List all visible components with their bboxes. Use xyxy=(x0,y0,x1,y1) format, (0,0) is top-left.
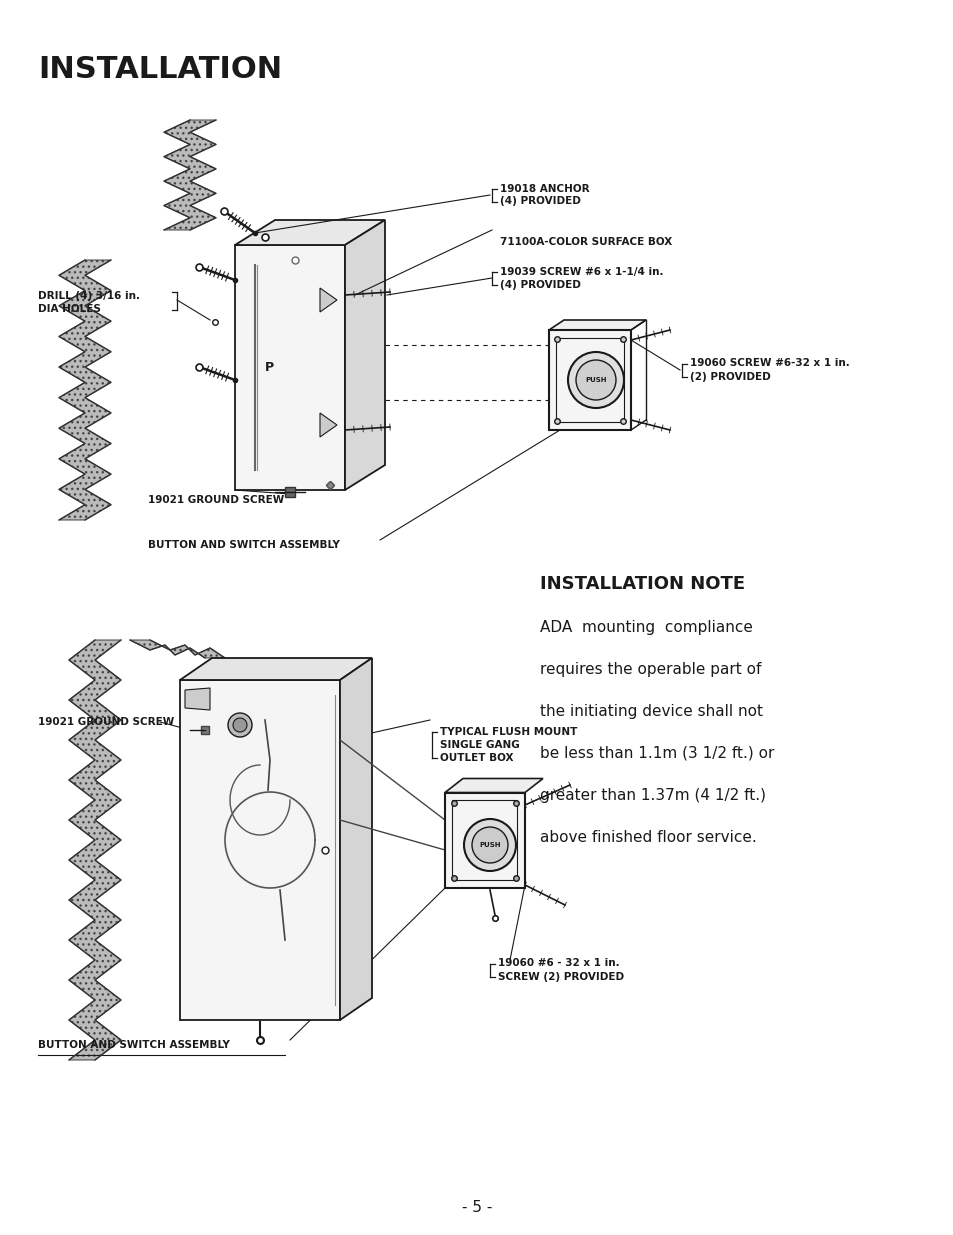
Text: 71100A-COLOR SURFACE BOX: 71100A-COLOR SURFACE BOX xyxy=(499,237,672,247)
Text: above finished floor service.: above finished floor service. xyxy=(539,830,756,845)
Circle shape xyxy=(463,819,516,871)
Text: 19021 GROUND SCREW: 19021 GROUND SCREW xyxy=(148,495,284,505)
Circle shape xyxy=(228,713,252,737)
Polygon shape xyxy=(319,288,336,312)
Text: be less than 1.1m (3 1/2 ft.) or: be less than 1.1m (3 1/2 ft.) or xyxy=(539,746,774,761)
Text: 19018 ANCHOR: 19018 ANCHOR xyxy=(499,184,589,194)
Text: (2) PROVIDED: (2) PROVIDED xyxy=(689,372,770,382)
Text: INSTALLATION: INSTALLATION xyxy=(38,56,282,84)
Polygon shape xyxy=(339,658,372,1020)
Text: (4) PROVIDED: (4) PROVIDED xyxy=(499,279,580,289)
Polygon shape xyxy=(345,220,385,490)
Polygon shape xyxy=(180,680,339,1020)
Circle shape xyxy=(567,352,623,408)
Polygon shape xyxy=(59,261,111,520)
Text: 19021 GROUND SCREW: 19021 GROUND SCREW xyxy=(38,718,174,727)
Text: P: P xyxy=(265,361,274,374)
Text: 19039 SCREW #6 x 1-1/4 in.: 19039 SCREW #6 x 1-1/4 in. xyxy=(499,267,662,277)
Text: requires the operable part of: requires the operable part of xyxy=(539,662,760,677)
Text: ADA  mounting  compliance: ADA mounting compliance xyxy=(539,620,752,635)
Polygon shape xyxy=(548,330,630,430)
Text: 19060 #6 - 32 x 1 in.: 19060 #6 - 32 x 1 in. xyxy=(497,958,619,968)
Circle shape xyxy=(233,718,247,732)
Text: PUSH: PUSH xyxy=(478,842,500,848)
Text: DIA HOLES: DIA HOLES xyxy=(38,304,101,314)
Text: OUTLET BOX: OUTLET BOX xyxy=(439,753,513,763)
Text: BUTTON AND SWITCH ASSEMBLY: BUTTON AND SWITCH ASSEMBLY xyxy=(148,540,339,550)
Text: 19060 SCREW #6-32 x 1 in.: 19060 SCREW #6-32 x 1 in. xyxy=(689,358,849,368)
Text: - 5 -: - 5 - xyxy=(461,1200,492,1215)
Text: the initiating device shall not: the initiating device shall not xyxy=(539,704,762,719)
Polygon shape xyxy=(180,658,372,680)
Text: DRILL (4) 3/16 in.: DRILL (4) 3/16 in. xyxy=(38,291,140,301)
Polygon shape xyxy=(319,412,336,437)
Circle shape xyxy=(576,359,616,400)
Polygon shape xyxy=(130,640,225,658)
Polygon shape xyxy=(185,688,210,710)
Text: greater than 1.37m (4 1/2 ft.): greater than 1.37m (4 1/2 ft.) xyxy=(539,788,765,803)
Polygon shape xyxy=(234,245,345,490)
Polygon shape xyxy=(444,778,542,793)
Polygon shape xyxy=(69,640,121,1060)
Text: (4) PROVIDED: (4) PROVIDED xyxy=(499,196,580,206)
Text: INSTALLATION NOTE: INSTALLATION NOTE xyxy=(539,576,744,593)
Polygon shape xyxy=(234,220,385,245)
Text: TYPICAL FLUSH MOUNT: TYPICAL FLUSH MOUNT xyxy=(439,727,577,737)
Text: SCREW (2) PROVIDED: SCREW (2) PROVIDED xyxy=(497,972,623,982)
Polygon shape xyxy=(164,120,215,230)
Polygon shape xyxy=(444,793,524,888)
Text: BUTTON AND SWITCH ASSEMBLY: BUTTON AND SWITCH ASSEMBLY xyxy=(38,1040,230,1050)
Text: PUSH: PUSH xyxy=(584,377,606,383)
Circle shape xyxy=(472,827,507,863)
Polygon shape xyxy=(548,320,645,330)
Text: SINGLE GANG: SINGLE GANG xyxy=(439,740,519,750)
